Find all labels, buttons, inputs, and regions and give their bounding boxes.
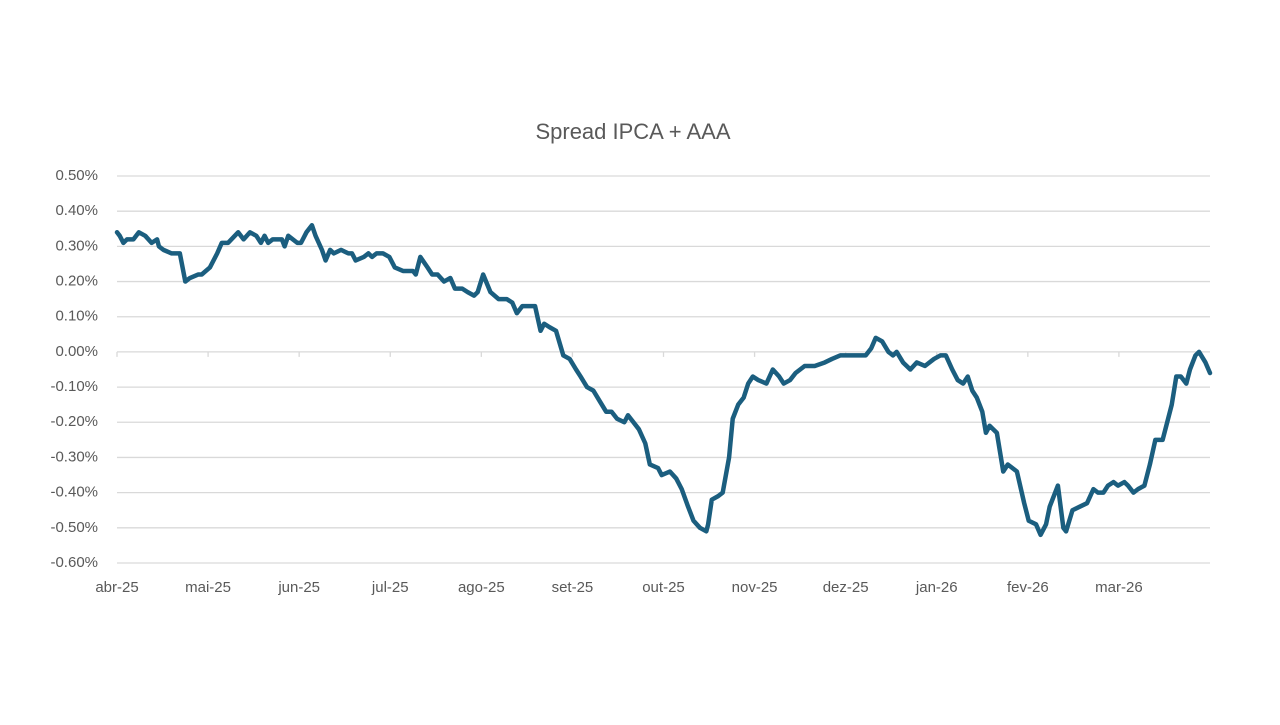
y-tick-label: -0.30%	[50, 448, 98, 465]
x-tick-label: dez-25	[823, 579, 869, 596]
y-tick-label: -0.20%	[50, 413, 98, 430]
y-tick-label: -0.10%	[50, 378, 98, 395]
x-tick-label: set-25	[552, 579, 594, 596]
x-tick-label: jul-25	[371, 579, 409, 596]
x-tick-label: jun-25	[277, 579, 320, 596]
y-tick-label: -0.40%	[50, 484, 98, 501]
x-tick-label: abr-25	[95, 579, 138, 596]
x-tick-label: jan-26	[915, 579, 958, 596]
chart-title: Spread IPCA + AAA	[535, 119, 730, 144]
x-tick-label: out-25	[642, 579, 685, 596]
x-tick-label: mai-25	[185, 579, 231, 596]
y-tick-label: 0.40%	[55, 202, 98, 219]
y-tick-label: 0.50%	[55, 167, 98, 184]
y-tick-label: -0.50%	[50, 519, 98, 536]
y-tick-label: -0.60%	[50, 554, 98, 571]
y-tick-label: 0.10%	[55, 308, 98, 325]
x-tick-label: mar-26	[1095, 579, 1143, 596]
y-tick-label: 0.30%	[55, 237, 98, 254]
x-tick-label: ago-25	[458, 579, 505, 596]
y-tick-label: 0.20%	[55, 273, 98, 290]
y-tick-label: 0.00%	[55, 343, 98, 360]
x-tick-label: fev-26	[1007, 579, 1049, 596]
data-line	[114, 223, 1213, 538]
x-tick-label: nov-25	[732, 579, 778, 596]
